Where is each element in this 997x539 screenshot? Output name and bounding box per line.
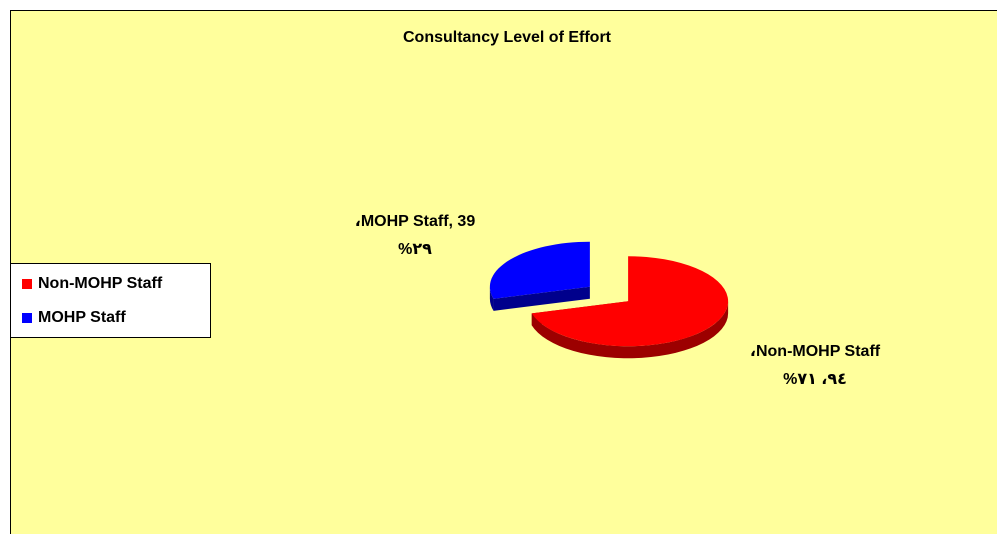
data-label: ،Non-MOHP Staff — [750, 343, 881, 360]
legend-label: Non-MOHP Staff — [38, 275, 163, 292]
data-label: %٢٩ — [398, 241, 432, 258]
chart-title: Consultancy Level of Effort — [403, 29, 612, 46]
legend-swatch — [22, 313, 32, 323]
data-label: %٧١ ،٩٤ — [783, 371, 847, 388]
data-label: ،MOHP Staff, 39 — [355, 213, 476, 230]
legend-swatch — [22, 279, 32, 289]
legend-label: MOHP Staff — [38, 309, 126, 326]
